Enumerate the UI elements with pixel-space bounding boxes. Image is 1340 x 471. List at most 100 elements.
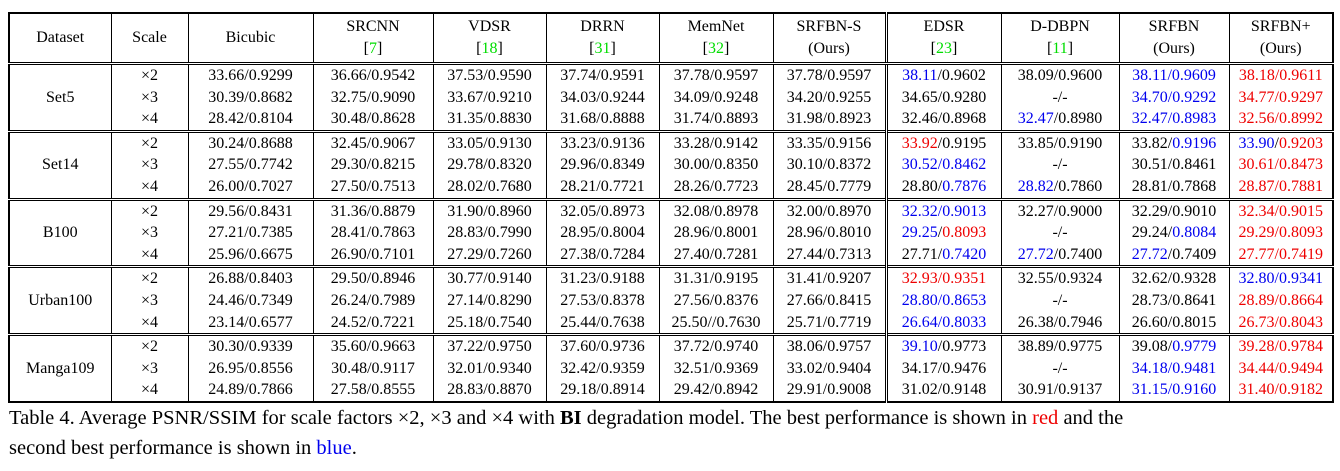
psnr-ssim-cell: 28.45/0.7779 [772,175,886,200]
scale-label: ×2 [110,197,188,223]
psnr-ssim-cell: 27.66/0.8415 [772,289,886,312]
psnr-ssim-cell: 32.47/0.8983 [1118,108,1229,132]
column-header-srfbn-s: SRFBN-S (Ours) [772,13,886,65]
psnr-ssim-cell: 37.22/0.9750 [432,333,546,358]
psnr-ssim-cell: 30.30/0.9339 [187,333,313,358]
psnr-ssim-cell: 37.53/0.9590 [432,61,546,87]
scale-label: ×2 [110,61,188,87]
psnr-ssim-cell: 28.80/0.7876 [884,175,1001,200]
psnr-ssim-cell: 26.88/0.8403 [187,265,313,290]
psnr-ssim-cell: 34.77/0.9297 [1228,86,1333,109]
psnr-ssim-cell: 25.18/0.7540 [432,311,546,335]
psnr-ssim-cell: 30.48/0.9117 [312,357,433,380]
psnr-ssim-cell: 27.53/0.8378 [545,289,659,312]
psnr-ssim-cell: 31.31/0.9195 [658,265,773,290]
psnr-ssim-cell: -/- [1000,357,1119,380]
scale-label: ×3 [110,222,188,244]
scale-label: ×4 [110,175,188,200]
psnr-ssim-cell: 26.38/0.7946 [1000,311,1119,335]
psnr-ssim-cell: 28.26/0.7723 [658,175,773,200]
psnr-ssim-cell: 32.05/0.8973 [545,197,659,223]
psnr-ssim-cell: 27.50/0.7513 [312,175,433,200]
psnr-ssim-cell: 26.60/0.8015 [1118,311,1229,335]
psnr-ssim-cell: 28.83/0.8870 [432,379,546,402]
psnr-ssim-cell: 38.11/0.9602 [884,61,1001,87]
psnr-ssim-cell: 28.96/0.8001 [658,222,773,244]
psnr-ssim-cell: 31.41/0.9207 [772,265,886,290]
psnr-ssim-cell: 37.78/0.9597 [772,61,886,87]
psnr-ssim-cell: 30.24/0.8688 [187,129,313,155]
psnr-ssim-cell: -/- [1000,289,1119,312]
psnr-ssim-cell: 24.52/0.7221 [312,311,433,335]
psnr-ssim-cell: 32.62/0.9328 [1118,265,1229,290]
psnr-ssim-cell: 38.09/0.9600 [1000,61,1119,87]
psnr-ssim-cell: 33.28/0.9142 [658,129,773,155]
scale-label: ×2 [110,333,188,358]
psnr-ssim-cell: 34.44/0.9494 [1228,357,1333,380]
scale-label: ×2 [110,265,188,290]
psnr-ssim-cell: 33.35/0.9156 [772,129,886,155]
psnr-ssim-cell: 32.55/0.9324 [1000,265,1119,290]
psnr-ssim-cell: 31.98/0.8923 [772,108,886,132]
psnr-ssim-cell: 31.02/0.9148 [884,379,1001,402]
psnr-ssim-cell: 27.72/0.7409 [1118,243,1229,267]
psnr-ssim-cell: 32.93/0.9351 [884,265,1001,290]
caption-text: blue [316,437,352,459]
psnr-ssim-cell: 38.18/0.9611 [1228,61,1333,87]
psnr-ssim-cell: 28.21/0.7721 [545,175,659,200]
psnr-ssim-cell: 33.05/0.9130 [432,129,546,155]
column-header-srfbn: SRFBN (Ours) [1118,13,1229,65]
psnr-ssim-cell: 32.27/0.9000 [1000,197,1119,223]
psnr-ssim-cell: 28.80/0.8653 [884,289,1001,312]
psnr-ssim-cell: 35.60/0.9663 [312,333,433,358]
psnr-ssim-cell: 26.95/0.8556 [187,357,313,380]
scale-label: ×4 [110,379,188,402]
psnr-ssim-cell: 33.23/0.9136 [545,129,659,155]
psnr-ssim-cell: 30.39/0.8682 [187,86,313,109]
psnr-ssim-cell: 30.10/0.8372 [772,154,886,176]
psnr-ssim-cell: 39.08/0.9779 [1118,333,1229,358]
psnr-ssim-cell: -/- [1000,222,1119,244]
dataset-label: Set5 [8,62,111,132]
citation-number: 7 [369,40,377,57]
psnr-ssim-cell: 28.96/0.8010 [772,222,886,244]
psnr-ssim-cell: 27.71/0.7420 [884,243,1001,267]
psnr-ssim-cell: 27.44/0.7313 [772,243,886,267]
psnr-ssim-cell: 32.45/0.9067 [312,129,433,155]
psnr-ssim-cell: 27.56/0.8376 [658,289,773,312]
psnr-ssim-cell: 32.00/0.8970 [772,197,886,223]
caption-text: BI [559,407,582,429]
psnr-ssim-cell: 30.91/0.9137 [1000,379,1119,402]
citation-number: 23 [936,40,952,57]
psnr-ssim-cell: 30.48/0.8628 [312,108,433,132]
psnr-ssim-cell: 25.50//0.7630 [658,311,773,335]
psnr-ssim-cell: 37.74/0.9591 [545,61,659,87]
psnr-ssim-cell: 36.66/0.9542 [312,61,433,87]
psnr-ssim-cell: 23.14/0.6577 [187,311,313,335]
psnr-ssim-cell: 27.58/0.8555 [312,379,433,402]
psnr-ssim-cell: 29.96/0.8349 [545,154,659,176]
psnr-ssim-cell: 24.46/0.7349 [187,289,313,312]
psnr-ssim-cell: 33.85/0.9190 [1000,129,1119,155]
citation-number: 11 [1052,40,1068,57]
psnr-ssim-cell: 37.60/0.9736 [545,333,659,358]
psnr-ssim-cell: 33.02/0.9404 [772,357,886,380]
psnr-ssim-cell: 29.78/0.8320 [432,154,546,176]
psnr-ssim-cell: 29.24/0.8084 [1118,222,1229,244]
psnr-ssim-cell: 28.42/0.8104 [187,108,313,132]
psnr-ssim-cell: 28.02/0.7680 [432,175,546,200]
psnr-ssim-cell: 26.90/0.7101 [312,243,433,267]
dataset-label: Manga109 [8,333,111,402]
table-caption: Table 4. Average PSNR/SSIM for scale fac… [9,403,1335,463]
psnr-ssim-cell: 39.28/0.9784 [1228,333,1333,358]
psnr-ssim-cell: 30.00/0.8350 [658,154,773,176]
psnr-ssim-cell: 29.91/0.9008 [772,379,886,402]
psnr-ssim-cell: 29.42/0.8942 [658,379,773,402]
column-header-memnet: MemNet [32] [658,13,773,65]
psnr-ssim-cell: -/- [1000,86,1119,109]
psnr-ssim-cell: 27.40/0.7281 [658,243,773,267]
scale-label: ×4 [110,243,188,267]
dataset-label: B100 [8,197,111,267]
psnr-ssim-cell: 34.17/0.9476 [884,357,1001,380]
